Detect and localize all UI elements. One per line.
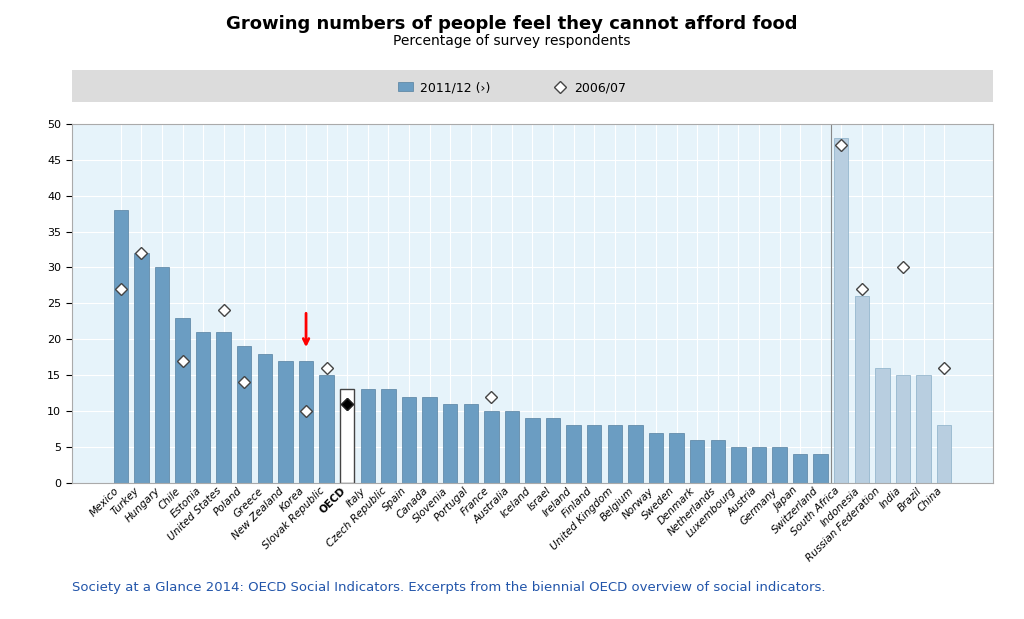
Bar [731, 447, 745, 483]
Bar [772, 447, 786, 483]
Bar [525, 418, 540, 483]
Bar [238, 347, 252, 483]
Bar [175, 318, 189, 483]
Bar [319, 375, 334, 483]
Bar [793, 454, 807, 483]
Bar [196, 332, 210, 483]
Bar [401, 397, 416, 483]
Bar [937, 425, 951, 483]
Bar [916, 375, 931, 483]
Bar [360, 389, 375, 483]
Bar [340, 389, 354, 483]
Bar [443, 404, 458, 483]
Bar [587, 425, 601, 483]
Bar [835, 138, 849, 483]
Bar [876, 368, 890, 483]
Bar [299, 361, 313, 483]
Bar [896, 375, 910, 483]
Bar [464, 404, 478, 483]
Bar [505, 411, 519, 483]
Bar [422, 397, 437, 483]
Bar [546, 418, 560, 483]
Bar [855, 296, 869, 483]
Bar [114, 210, 128, 483]
Bar [566, 425, 581, 483]
Bar [155, 267, 169, 483]
Bar [216, 332, 230, 483]
Bar [279, 361, 293, 483]
Text: Percentage of survey respondents: Percentage of survey respondents [393, 34, 631, 48]
Bar [607, 425, 622, 483]
Bar [752, 447, 766, 483]
Bar [628, 425, 643, 483]
Bar [484, 411, 499, 483]
Legend: 2011/12 (›), 2006/07: 2011/12 (›), 2006/07 [393, 76, 631, 99]
Bar [690, 439, 705, 483]
Bar [258, 353, 272, 483]
Bar [711, 439, 725, 483]
Bar [670, 433, 684, 483]
Bar [649, 433, 664, 483]
Bar [381, 389, 395, 483]
Bar [134, 253, 148, 483]
Text: Society at a Glance 2014: OECD Social Indicators. Excerpts from the biennial OEC: Society at a Glance 2014: OECD Social In… [72, 581, 825, 594]
Text: Growing numbers of people feel they cannot afford food: Growing numbers of people feel they cann… [226, 15, 798, 33]
Bar [813, 454, 827, 483]
